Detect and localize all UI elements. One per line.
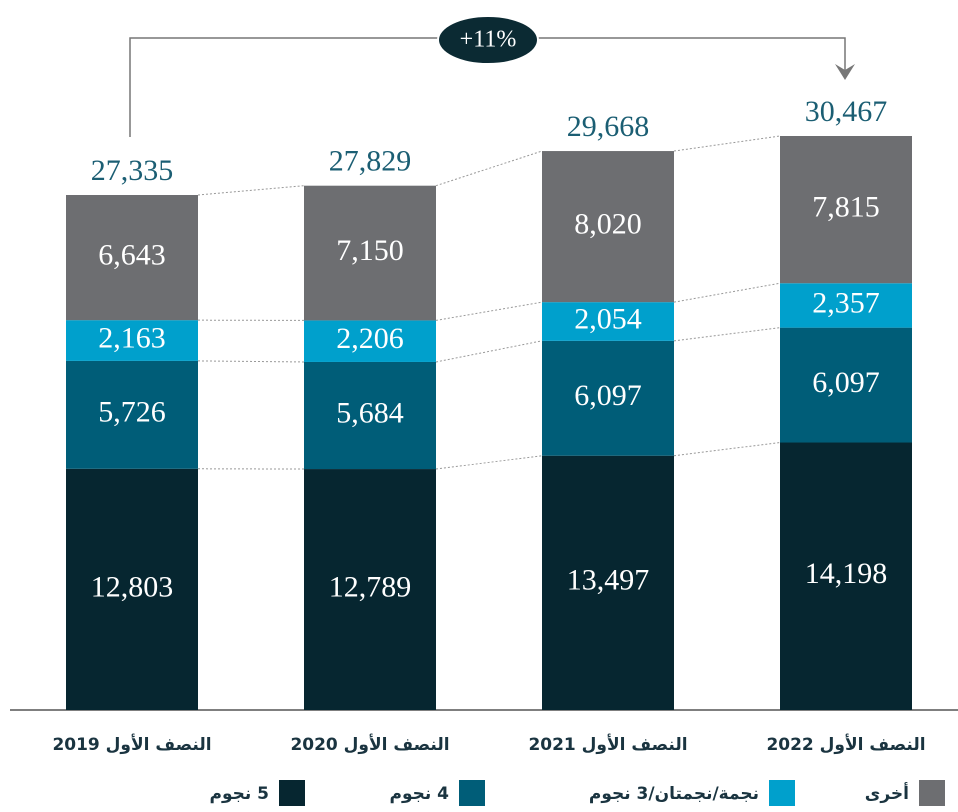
legend-swatch	[279, 780, 305, 806]
total-label: 29,668	[567, 110, 650, 143]
bar-segment	[780, 283, 912, 328]
connector	[435, 455, 543, 470]
connector	[673, 442, 781, 457]
value-label: 5,726	[98, 396, 166, 429]
legend-label: أخرى	[865, 782, 909, 804]
connector	[197, 185, 305, 196]
bar-segment	[780, 327, 912, 443]
annotation: +11%	[460, 27, 517, 53]
bar-segment	[542, 455, 674, 710]
value-label: 2,054	[574, 302, 642, 335]
bar-segment	[66, 195, 198, 321]
x-tick-label: النصف الأول 2020	[290, 734, 449, 755]
total-label: 30,467	[805, 95, 888, 128]
annotation-line	[536, 37, 846, 74]
bar-segment	[542, 302, 674, 341]
connector	[673, 327, 781, 342]
bar-segment	[304, 361, 436, 470]
annotation-arrow	[835, 64, 855, 80]
bar-segment	[780, 442, 912, 710]
legend-label: 5 نجوم	[209, 784, 269, 804]
bar-segment	[304, 469, 436, 710]
value-label: 2,206	[336, 322, 404, 355]
x-tick-label: النصف الأول 2021	[528, 734, 687, 755]
bar-segment	[304, 320, 436, 362]
legend-label: نجمة/نجمتان/3 نجوم	[589, 784, 759, 804]
connector	[197, 360, 305, 363]
bar-segment	[66, 360, 198, 469]
value-label: 13,497	[567, 564, 650, 597]
value-label: 2,357	[812, 286, 880, 319]
value-label: 6,097	[812, 366, 880, 399]
total-label: 27,829	[329, 145, 412, 178]
value-label: 8,020	[574, 207, 642, 240]
legend-label: 4 نجوم	[389, 784, 449, 804]
bar-segment	[304, 185, 436, 321]
connector	[435, 301, 543, 321]
value-label: 12,803	[91, 570, 174, 603]
bar-segment	[66, 320, 198, 361]
annotation-line	[129, 37, 440, 137]
bar-segment	[542, 151, 674, 303]
value-label: 7,815	[812, 191, 880, 224]
value-label: 6,097	[574, 379, 642, 412]
total-label: 27,335	[91, 154, 174, 187]
value-label: 14,198	[805, 557, 888, 590]
bar-segment	[780, 136, 912, 284]
value-label: 5,684	[336, 396, 404, 429]
value-label: 2,163	[98, 321, 166, 354]
legend-swatch	[919, 780, 945, 806]
bar-segment	[542, 340, 674, 456]
value-label: 12,789	[329, 570, 412, 603]
connector	[435, 340, 543, 363]
legend-swatch	[769, 780, 795, 806]
x-tick-label: النصف الأول 2022	[766, 734, 925, 755]
connector	[673, 135, 781, 152]
value-label: 7,150	[336, 234, 404, 267]
bar-segment	[66, 468, 198, 710]
x-tick-label: النصف الأول 2019	[52, 734, 211, 755]
connector	[673, 282, 781, 303]
legend-swatch	[459, 780, 485, 806]
connector	[435, 150, 543, 187]
annotation-badge	[437, 15, 539, 65]
value-label: 6,643	[98, 238, 166, 271]
